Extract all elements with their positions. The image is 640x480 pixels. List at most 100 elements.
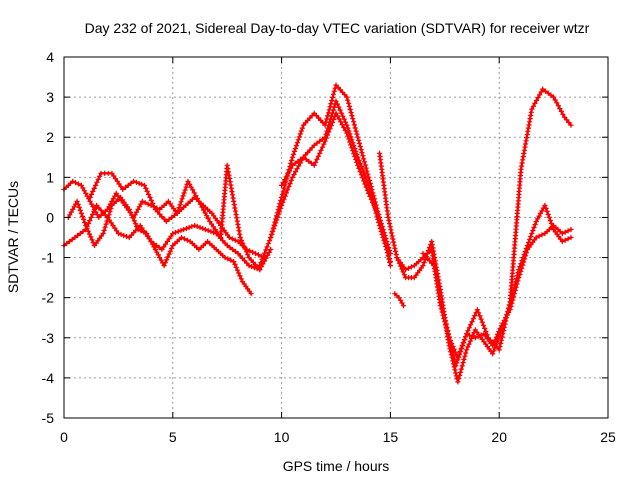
data-point-marker	[336, 116, 342, 122]
data-point-marker	[562, 237, 568, 243]
data-point-marker	[476, 310, 482, 316]
data-point-marker	[527, 236, 533, 243]
data-point-marker	[111, 173, 117, 179]
data-point-marker	[386, 247, 393, 254]
data-point-marker	[97, 173, 103, 179]
data-point-marker	[514, 281, 520, 287]
data-point-marker	[278, 205, 284, 211]
data-point-marker	[338, 110, 344, 116]
data-point-marker	[371, 202, 377, 208]
data-point-marker	[79, 213, 86, 219]
data-point-marker	[197, 201, 204, 207]
data-point-marker	[266, 249, 272, 255]
data-point-marker	[495, 331, 501, 337]
data-point-marker	[91, 208, 97, 214]
data-point-marker	[344, 122, 350, 128]
data-point-marker	[521, 150, 527, 157]
data-point-marker	[227, 244, 233, 251]
data-point-marker	[90, 211, 96, 217]
data-point-marker	[192, 222, 198, 229]
data-point-marker	[280, 179, 286, 186]
y-tick-label: -3	[42, 330, 55, 346]
data-point-marker	[88, 191, 95, 197]
data-point-marker	[324, 132, 331, 138]
y-tick-label: 0	[46, 209, 54, 225]
data-point-marker	[83, 222, 89, 229]
data-point-marker	[399, 300, 405, 306]
data-point-marker	[295, 137, 301, 143]
data-point-marker	[275, 214, 281, 220]
data-point-marker	[372, 205, 378, 211]
data-point-marker	[458, 348, 464, 354]
y-tick-label: -2	[42, 290, 55, 306]
data-point-marker	[126, 206, 132, 212]
data-point-marker	[85, 228, 91, 234]
data-point-marker	[86, 231, 93, 237]
data-point-marker	[170, 230, 176, 237]
data-point-marker	[125, 182, 131, 188]
data-point-marker	[234, 267, 241, 273]
data-point-marker	[268, 246, 274, 253]
data-point-marker	[523, 138, 529, 144]
data-point-marker	[190, 187, 196, 193]
data-point-marker	[349, 145, 355, 151]
data-point-marker	[318, 147, 324, 153]
data-point-marker	[148, 197, 154, 203]
data-point-marker	[139, 181, 145, 187]
data-point-marker	[341, 116, 347, 122]
data-point-marker	[462, 337, 468, 343]
data-point-marker	[533, 97, 540, 104]
data-point-marker	[433, 272, 439, 278]
series-track-11	[392, 291, 407, 309]
data-point-marker	[380, 226, 386, 233]
data-point-marker	[188, 184, 194, 190]
data-point-marker	[133, 209, 140, 215]
data-point-marker	[352, 125, 358, 131]
data-point-marker	[337, 107, 343, 113]
data-point-marker	[456, 354, 462, 360]
data-point-marker	[529, 106, 535, 112]
data-point-marker	[345, 97, 351, 103]
x-tick-label: 5	[169, 429, 177, 445]
data-point-marker	[519, 160, 525, 166]
data-point-marker	[512, 287, 518, 293]
data-point-marker	[364, 187, 370, 193]
data-point-marker	[319, 136, 325, 142]
data-point-marker	[143, 185, 149, 191]
data-point-marker	[348, 109, 354, 116]
data-point-marker	[294, 166, 300, 172]
y-tick-label: -1	[42, 250, 55, 266]
data-point-marker	[255, 252, 261, 258]
data-point-marker	[537, 92, 543, 98]
data-point-marker	[72, 234, 78, 241]
data-point-marker	[389, 233, 395, 239]
data-point-marker	[460, 360, 466, 366]
data-point-marker	[76, 204, 82, 210]
data-point-marker	[565, 228, 571, 234]
data-point-marker	[289, 174, 296, 180]
data-point-marker	[259, 256, 265, 262]
data-point-marker	[465, 344, 471, 350]
data-point-marker	[329, 119, 335, 126]
data-point-marker	[341, 124, 347, 131]
data-point-marker	[545, 90, 551, 96]
data-point-marker	[202, 210, 208, 216]
data-point-marker	[384, 238, 390, 245]
data-point-marker	[568, 226, 574, 233]
data-point-marker	[559, 238, 565, 245]
data-point-marker	[87, 194, 93, 200]
data-point-marker	[124, 233, 130, 240]
data-point-marker	[274, 217, 280, 223]
data-point-marker	[164, 257, 170, 263]
data-point-marker	[154, 249, 160, 255]
data-point-marker	[525, 128, 531, 134]
data-point-marker	[421, 260, 427, 266]
data-point-marker	[520, 157, 526, 163]
data-point-marker	[367, 193, 373, 199]
data-point-marker	[158, 257, 164, 263]
data-point-marker	[557, 106, 563, 112]
data-point-marker	[466, 341, 472, 347]
data-point-marker	[178, 199, 184, 205]
data-point-marker	[346, 103, 352, 109]
data-point-marker	[464, 347, 470, 353]
